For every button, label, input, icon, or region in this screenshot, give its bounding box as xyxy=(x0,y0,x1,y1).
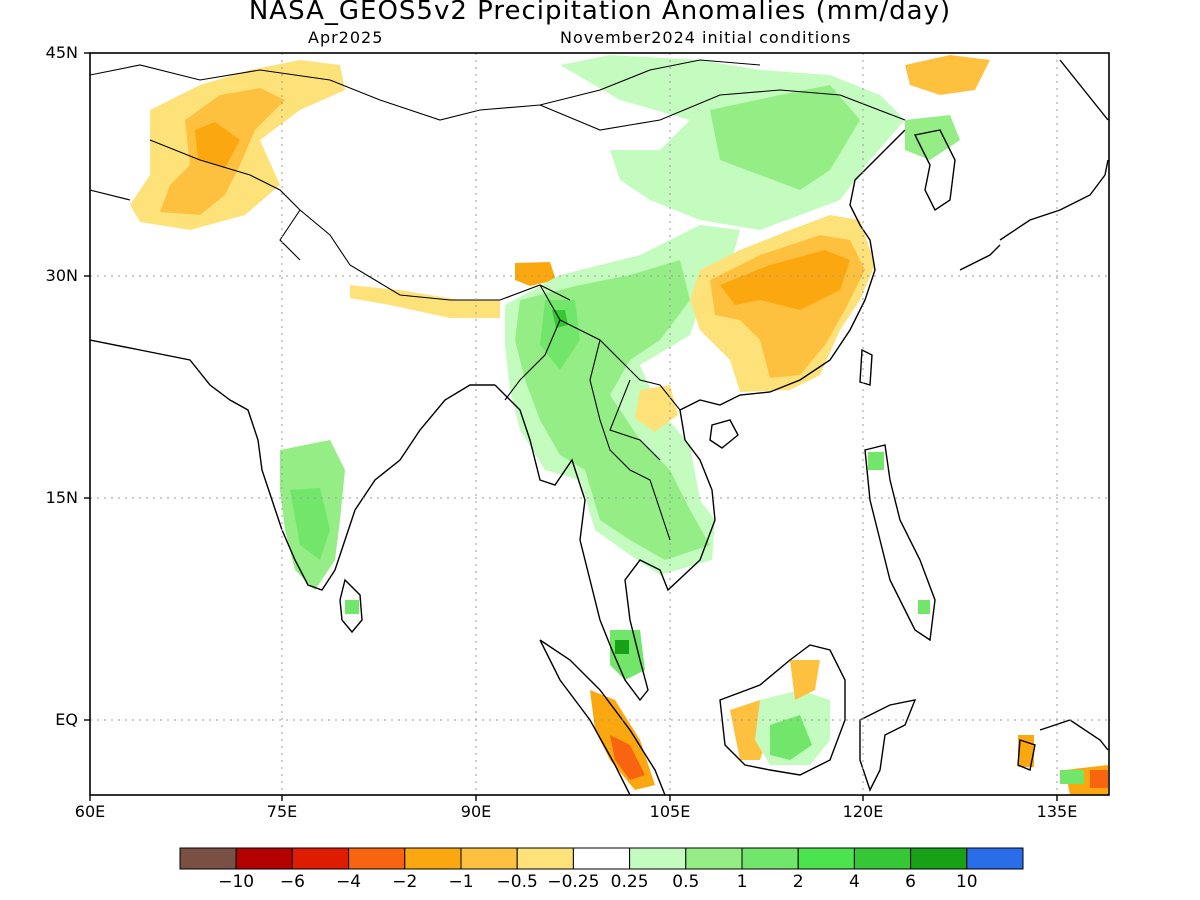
borneo-coastline xyxy=(719,644,846,776)
colorbar-label: −4 xyxy=(336,872,362,892)
taiwan-coastline xyxy=(859,348,873,386)
colorbar-swatch xyxy=(685,847,743,870)
colorbar-swatch xyxy=(741,847,799,870)
colorbar-swatch xyxy=(910,847,968,870)
wet-anomaly-borneo-core xyxy=(770,715,812,760)
anomaly-field xyxy=(130,55,1108,795)
dry-anomaly-nepal xyxy=(350,285,500,318)
lat-label-30n: 30N xyxy=(45,266,78,285)
lon-label-105e: 105E xyxy=(649,802,691,821)
colorbar-label: 4 xyxy=(848,872,860,892)
colorbar-label: −1 xyxy=(448,872,474,892)
dry-anomaly-tajik-core xyxy=(195,122,240,168)
dry-anomaly-sumatra xyxy=(590,690,655,790)
colorbar-swatch xyxy=(516,847,574,870)
colorbar-swatch xyxy=(404,847,462,870)
axis-ticks xyxy=(84,52,1058,801)
colorbar-swatch xyxy=(629,847,687,870)
wet-anomaly-luzon xyxy=(868,452,884,470)
lon-label-90e: 90E xyxy=(460,802,492,821)
dry-anomaly-ne-china xyxy=(905,55,990,95)
sri-lanka-coastline xyxy=(339,578,363,634)
wet-anomaly-sri-lanka xyxy=(345,600,359,614)
map-frame xyxy=(89,52,1110,796)
colorbar-swatch xyxy=(348,847,406,870)
colorbar-label: −0.25 xyxy=(547,872,600,892)
colorbar-swatch xyxy=(966,847,1024,870)
korea-coastline xyxy=(913,129,956,212)
philippines-coastline xyxy=(864,444,936,642)
new-guinea-coastline xyxy=(1017,719,1109,771)
lat-label-15n: 15N xyxy=(45,488,78,507)
dry-anomaly-se-china-core xyxy=(720,250,850,310)
lat-label-45n: 45N xyxy=(45,43,78,62)
colorbar-label: −6 xyxy=(279,872,305,892)
hainan-coastline xyxy=(709,419,739,449)
valid-month-label: Apr2025 xyxy=(308,28,384,47)
colorbar-label: 6 xyxy=(905,872,916,892)
colorbar-label: 0.5 xyxy=(672,872,700,892)
lon-label-135e: 135E xyxy=(1036,802,1078,821)
wet-anomaly-myanmar-core xyxy=(540,300,580,370)
colorbar xyxy=(179,847,1024,870)
colorbar-label: 2 xyxy=(792,872,804,892)
sulawesi-coastline xyxy=(859,699,917,792)
mainland-sea-coastline xyxy=(494,129,906,702)
colorbar-swatch xyxy=(572,847,631,870)
colorbar-swatch xyxy=(179,847,237,870)
dry-anomaly-sumatra-core xyxy=(610,735,645,780)
colorbar-label: 0.25 xyxy=(610,872,649,892)
dry-anomaly-tibet-spot xyxy=(515,262,556,286)
india-coastline xyxy=(90,339,495,591)
colorbar-label: 10 xyxy=(955,872,978,892)
dry-anomaly-borneo-north xyxy=(790,660,820,700)
coastlines xyxy=(90,59,1109,795)
colorbar-swatch xyxy=(797,847,855,870)
colorbar-label: −0.5 xyxy=(496,872,538,892)
lon-label-75e: 75E xyxy=(266,802,298,821)
colorbar-swatch xyxy=(853,847,912,870)
wet-anomaly-new-guinea xyxy=(1060,770,1084,784)
lon-label-60e: 60E xyxy=(74,802,106,821)
dry-anomaly-new-guinea-core xyxy=(1090,770,1108,788)
colorbar-swatch xyxy=(460,847,518,870)
wet-anomaly-north-china-mid xyxy=(710,85,860,190)
wet-anomaly-korea xyxy=(905,115,960,160)
lat-label-eq: EQ xyxy=(55,710,78,729)
wet-anomaly-malaya-core xyxy=(615,640,629,654)
chart-title: NASA_GEOS5v2 Precipitation Anomalies (mm… xyxy=(248,0,952,26)
initial-conditions-label: November2024 initial conditions xyxy=(560,28,852,47)
lon-label-120e: 120E xyxy=(842,802,884,821)
colorbar-label: 1 xyxy=(736,872,748,892)
country-borders xyxy=(90,59,906,541)
colorbar-swatch xyxy=(235,847,293,870)
wet-anomaly-thailand-dry-spot xyxy=(635,385,678,432)
colorbar-label: −2 xyxy=(392,872,418,892)
colorbar-label: −10 xyxy=(218,872,255,892)
map-grid xyxy=(90,53,1109,795)
wet-anomaly-mindanao xyxy=(918,600,930,614)
sumatra-coastline xyxy=(539,639,666,795)
wet-anomaly-malaya xyxy=(610,630,645,680)
japan-coastline xyxy=(959,59,1109,271)
wet-anomaly-south-india-core xyxy=(290,488,330,560)
colorbar-swatch xyxy=(291,847,350,870)
